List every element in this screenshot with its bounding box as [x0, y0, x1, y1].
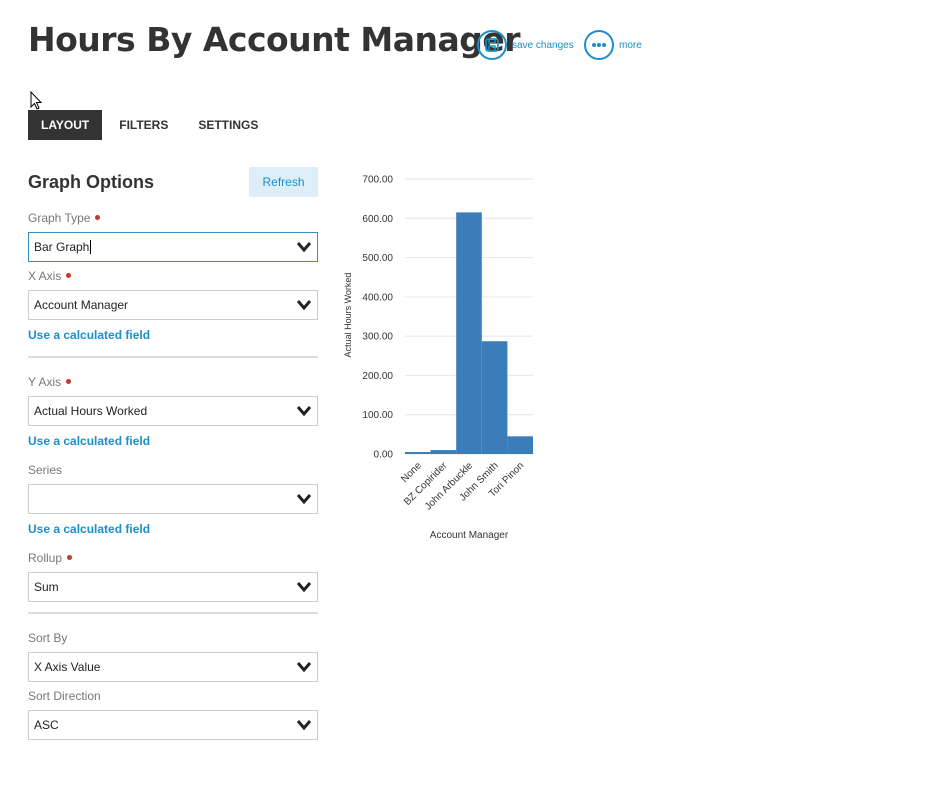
- more-icon: [584, 30, 614, 60]
- chart-bar: [481, 341, 508, 454]
- chart-y-tick-label: 200.00: [362, 371, 393, 382]
- rollup-label: Rollup: [28, 551, 73, 565]
- chevron-down-icon: [296, 494, 312, 505]
- rollup-select[interactable]: Sum: [28, 572, 318, 602]
- chevron-down-icon: [296, 300, 312, 311]
- chart-y-tick-label: 700.00: [362, 175, 393, 186]
- chart-bars: [405, 212, 533, 454]
- layout-tabs: LAYOUT FILTERS SETTINGS: [28, 110, 271, 140]
- tab-settings[interactable]: SETTINGS: [198, 118, 259, 132]
- chevron-down-icon: [296, 406, 312, 417]
- tab-filters[interactable]: FILTERS: [119, 118, 169, 132]
- sort-direction-value: ASC: [34, 718, 59, 732]
- page-title: Hours By Account Manager: [28, 20, 521, 59]
- graph-type-select[interactable]: Bar Graph: [28, 232, 318, 262]
- series-calculated-field-link[interactable]: Use a calculated field: [28, 522, 151, 536]
- sort-by-select[interactable]: X Axis Value: [28, 652, 318, 682]
- sort-direction-select[interactable]: ASC: [28, 710, 318, 740]
- divider: [28, 356, 318, 358]
- bar-chart: 0.00 100.00 200.00 300.00 400.00 500.00 600.00…: [343, 175, 533, 541]
- chart-bar: [430, 450, 457, 454]
- required-indicator: [66, 273, 72, 279]
- required-indicator: [95, 215, 101, 221]
- y-axis-label-text: Y Axis: [28, 375, 62, 389]
- x-axis-calculated-field-link[interactable]: Use a calculated field: [28, 328, 151, 342]
- graph-type-label-text: Graph Type: [28, 211, 91, 225]
- chart-y-tick-label: 500.00: [362, 253, 393, 264]
- graph-options-title: Graph Options: [28, 172, 154, 192]
- save-changes-button[interactable]: save changes: [477, 30, 574, 60]
- chart-y-axis-label: Actual Hours Worked: [343, 273, 353, 358]
- chart-y-ticks: 0.00 100.00 200.00 300.00 400.00 500.00 600.00…: [362, 175, 393, 461]
- sort-by-label: Sort By: [28, 631, 68, 645]
- x-axis-value: Account Manager: [34, 298, 129, 312]
- chart-y-tick-label: 100.00: [362, 410, 393, 421]
- save-changes-label: save changes: [512, 39, 574, 51]
- chart-bar: [405, 452, 431, 454]
- text-caret: [90, 240, 92, 254]
- divider: [28, 612, 318, 614]
- series-label: Series: [28, 463, 63, 477]
- required-indicator: [66, 379, 72, 385]
- graph-type-value: Bar Graph: [34, 240, 90, 254]
- chart-y-tick-label: 0.00: [374, 450, 394, 461]
- rollup-label-text: Rollup: [28, 551, 63, 565]
- x-axis-select[interactable]: Account Manager: [28, 290, 318, 320]
- required-indicator: [67, 555, 73, 561]
- chart-bar: [507, 436, 533, 454]
- chart-x-axis-label: Account Manager: [430, 530, 509, 541]
- sort-direction-label: Sort Direction: [28, 689, 101, 703]
- tab-layout[interactable]: LAYOUT: [28, 110, 103, 140]
- series-select[interactable]: [28, 484, 318, 514]
- mouse-cursor-icon: [30, 91, 43, 110]
- graph-type-label: Graph Type: [28, 211, 101, 225]
- y-axis-value: Actual Hours Worked: [34, 404, 148, 418]
- chevron-down-icon: [296, 582, 312, 593]
- x-axis-label: X Axis: [28, 269, 72, 283]
- sort-by-value: X Axis Value: [34, 660, 101, 674]
- chevron-down-icon: [296, 242, 312, 253]
- x-axis-label-text: X Axis: [28, 269, 62, 283]
- chart-y-tick-label: 400.00: [362, 292, 393, 303]
- chart-y-tick-label: 600.00: [362, 214, 393, 225]
- chart-bar: [456, 212, 482, 454]
- refresh-button[interactable]: Refresh: [249, 167, 318, 197]
- chevron-down-icon: [296, 662, 312, 673]
- y-axis-calculated-field-link[interactable]: Use a calculated field: [28, 434, 151, 448]
- chart-y-tick-label: 300.00: [362, 332, 393, 343]
- more-button[interactable]: more: [584, 30, 642, 60]
- y-axis-select[interactable]: Actual Hours Worked: [28, 396, 318, 426]
- chevron-down-icon: [296, 720, 312, 731]
- more-label: more: [619, 39, 642, 51]
- save-icon: [477, 30, 507, 60]
- rollup-value: Sum: [34, 580, 59, 594]
- y-axis-label: Y Axis: [28, 375, 72, 389]
